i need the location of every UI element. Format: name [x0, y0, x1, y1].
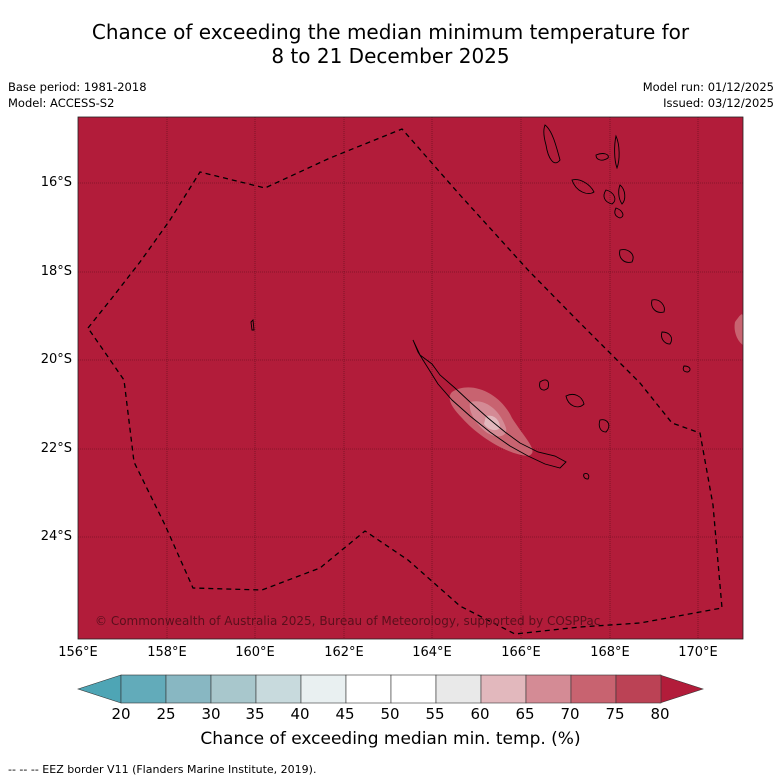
colorbar-segment [390, 674, 437, 704]
lon-label: 168°E [590, 645, 630, 660]
colorbar-tick-label: 45 [335, 705, 355, 723]
model-name: Model: ACCESS-S2 [8, 96, 115, 110]
colorbar-segment [120, 674, 167, 704]
lon-label: 166°E [501, 645, 541, 660]
colorbar-tick-label: 80 [650, 705, 670, 723]
colorbar-segment [525, 674, 572, 704]
colorbar-tick-label: 75 [605, 705, 625, 723]
colorbar-segment [570, 674, 617, 704]
colorbar-low-extend [77, 674, 122, 704]
lon-label: 162°E [324, 645, 364, 660]
colorbar-high-extend [659, 674, 704, 704]
lat-label: 18°S [40, 264, 72, 279]
lon-label: 164°E [412, 645, 452, 660]
colorbar-tick-label: 65 [515, 705, 535, 723]
colorbar-tick-label: 70 [560, 705, 580, 723]
lon-label: 170°E [678, 645, 718, 660]
map-frame [77, 116, 744, 640]
colorbar-tick-label: 25 [156, 705, 176, 723]
copyright-notice: © Commonwealth of Australia 2025, Bureau… [95, 614, 601, 628]
lon-label: 158°E [147, 645, 187, 660]
colorbar-tick-label: 35 [245, 705, 265, 723]
colorbar-tick-label: 55 [425, 705, 445, 723]
map-background [78, 117, 743, 639]
colorbar-segment [615, 674, 662, 704]
colorbar-segment [480, 674, 527, 704]
colorbar [77, 674, 704, 704]
eez-footnote: -- -- -- EEZ border V11 (Flanders Marine… [8, 763, 317, 776]
lat-label: 20°S [40, 352, 72, 367]
loyalty-islands-coast [539, 379, 549, 391]
eez-border [87, 128, 723, 635]
new-caledonia-coast [412, 339, 567, 469]
gridlines [78, 117, 743, 639]
coastlines [250, 124, 691, 480]
lat-label: 22°S [40, 441, 72, 456]
base-period: Base period: 1981-2018 [8, 80, 147, 94]
map-title-line2: 8 to 21 December 2025 [271, 44, 510, 68]
lat-label: 16°S [40, 175, 72, 190]
lon-label: 160°E [235, 645, 275, 660]
colorbar-tick-label: 50 [380, 705, 400, 723]
colorbar-tick-label: 40 [290, 705, 310, 723]
model-run: Model run: 01/12/2025 [642, 80, 774, 94]
vanuatu-coast [543, 124, 561, 164]
map-title-line1: Chance of exceeding the median minimum t… [91, 20, 690, 44]
colorbar-segment [300, 674, 347, 704]
colorbar-segment [435, 674, 482, 704]
colorbar-tick-label: 60 [470, 705, 490, 723]
colorbar-segment [210, 674, 257, 704]
colorbar-title: Chance of exceeding median min. temp. (%… [200, 729, 581, 749]
issued-date: Issued: 03/12/2025 [663, 96, 774, 110]
lon-label: 156°E [58, 645, 98, 660]
colorbar-segment [165, 674, 212, 704]
colorbar-tick-label: 30 [201, 705, 221, 723]
colorbar-tick-label: 20 [111, 705, 131, 723]
map-area [77, 116, 744, 640]
colorbar-segment [255, 674, 302, 704]
colorbar-segment [345, 674, 392, 704]
lat-label: 24°S [40, 529, 72, 544]
